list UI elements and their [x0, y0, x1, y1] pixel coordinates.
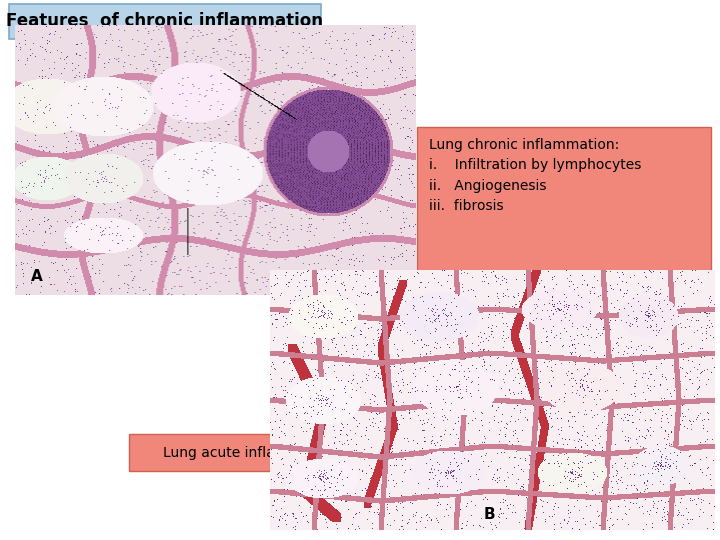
Text: Lung acute inflammation: Lung acute inflammation: [163, 446, 337, 460]
FancyBboxPatch shape: [9, 4, 321, 39]
Text: ii.   Angiogenesis: ii. Angiogenesis: [429, 179, 546, 193]
FancyBboxPatch shape: [417, 127, 711, 296]
FancyBboxPatch shape: [129, 434, 372, 471]
Text: iii.  fibrosis: iii. fibrosis: [429, 199, 503, 213]
Text: Lung chronic inflammation:: Lung chronic inflammation:: [429, 138, 619, 152]
Text: A: A: [31, 269, 42, 284]
Text: i.    Infiltration by lymphocytes: i. Infiltration by lymphocytes: [429, 158, 642, 172]
Text: B: B: [484, 507, 495, 522]
Text: Features  of chronic inflammation: Features of chronic inflammation: [6, 12, 323, 30]
